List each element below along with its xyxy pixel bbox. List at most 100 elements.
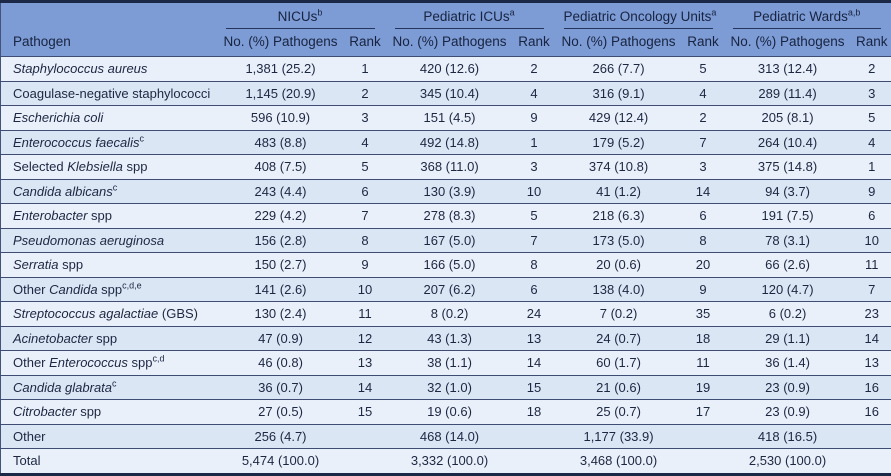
- rank-cell: 7: [684, 130, 723, 155]
- count-cell: 368 (11.0): [385, 155, 515, 180]
- rank-cell: 15: [515, 375, 554, 400]
- count-cell: 27 (0.5): [216, 400, 346, 425]
- count-cell: 492 (14.8): [385, 130, 515, 155]
- rank-cell: [853, 424, 891, 449]
- count-cell: 19 (0.6): [385, 400, 515, 425]
- count-cell: 66 (2.6): [723, 253, 853, 278]
- oncology-rank-header: Rank: [684, 29, 723, 57]
- count-cell: 156 (2.8): [216, 228, 346, 253]
- nicus-rank-header: Rank: [346, 29, 385, 57]
- pathogen-cell: Acinetobacter spp: [1, 326, 216, 351]
- count-cell: 243 (4.4): [216, 179, 346, 204]
- count-cell: 418 (16.5): [723, 424, 853, 449]
- rank-cell: 6: [346, 179, 385, 204]
- rank-cell: [684, 449, 723, 475]
- count-cell: 264 (10.4): [723, 130, 853, 155]
- group-label: Pediatric Oncology Units: [564, 9, 712, 24]
- footnote-marker: c,d,e: [122, 280, 142, 290]
- footnote-marker: a: [510, 8, 515, 18]
- rank-cell: 9: [853, 179, 891, 204]
- pathogen-cell: Other: [1, 424, 216, 449]
- rank-cell: 3: [515, 155, 554, 180]
- count-cell: 21 (0.6): [554, 375, 684, 400]
- rank-cell: 3: [853, 81, 891, 106]
- rank-cell: 9: [684, 277, 723, 302]
- count-cell: 420 (12.6): [385, 57, 515, 82]
- count-cell: 1,145 (20.9): [216, 81, 346, 106]
- rank-cell: 5: [346, 155, 385, 180]
- count-cell: 483 (8.8): [216, 130, 346, 155]
- pathogen-cell: Other Enterococcus sppc,d: [1, 351, 216, 376]
- rank-cell: 5: [515, 204, 554, 229]
- footnote-marker: c: [112, 378, 117, 388]
- count-cell: 141 (2.6): [216, 277, 346, 302]
- pathogen-cell: Enterobacter spp: [1, 204, 216, 229]
- rank-cell: 23: [853, 302, 891, 327]
- rank-cell: 1: [515, 130, 554, 155]
- rank-cell: 1: [346, 57, 385, 82]
- rank-cell: 5: [684, 57, 723, 82]
- rank-cell: 2: [346, 81, 385, 106]
- count-cell: 207 (6.2): [385, 277, 515, 302]
- rank-cell: 6: [515, 277, 554, 302]
- pathogen-cell: Candida glabratac: [1, 375, 216, 400]
- group-label: NICUs: [278, 9, 318, 24]
- count-cell: 278 (8.3): [385, 204, 515, 229]
- count-cell: 23 (0.9): [723, 400, 853, 425]
- rank-cell: [515, 424, 554, 449]
- group-label: Pediatric ICUs: [423, 9, 509, 24]
- count-cell: 468 (14.0): [385, 424, 515, 449]
- rank-cell: 11: [684, 351, 723, 376]
- rank-cell: 5: [853, 106, 891, 131]
- oncology-value-header: No. (%) Pathogens: [554, 29, 684, 57]
- rank-cell: 18: [515, 400, 554, 425]
- count-cell: 32 (1.0): [385, 375, 515, 400]
- group-header-nicus: NICUsb: [216, 2, 385, 30]
- rank-cell: 20: [684, 253, 723, 278]
- rank-cell: 6: [684, 204, 723, 229]
- rank-cell: 9: [346, 253, 385, 278]
- count-cell: 229 (4.2): [216, 204, 346, 229]
- rank-cell: 11: [346, 302, 385, 327]
- rank-cell: 1: [853, 155, 891, 180]
- group-label: Pediatric Wards: [753, 9, 848, 24]
- pathogen-cell: Pseudomonas aeruginosa: [1, 228, 216, 253]
- count-cell: 47 (0.9): [216, 326, 346, 351]
- count-cell: 38 (1.1): [385, 351, 515, 376]
- pathogen-cell: Staphylococcus aureus: [1, 57, 216, 82]
- count-cell: 3,332 (100.0): [385, 449, 515, 475]
- count-cell: 167 (5.0): [385, 228, 515, 253]
- rank-cell: 14: [684, 179, 723, 204]
- count-cell: 205 (8.1): [723, 106, 853, 131]
- rank-cell: 8: [346, 228, 385, 253]
- count-cell: 78 (3.1): [723, 228, 853, 253]
- count-cell: 5,474 (100.0): [216, 449, 346, 475]
- count-cell: 316 (9.1): [554, 81, 684, 106]
- picus-rank-header: Rank: [515, 29, 554, 57]
- pathogen-cell: Serratia spp: [1, 253, 216, 278]
- count-cell: 130 (3.9): [385, 179, 515, 204]
- footnote-marker: c: [113, 182, 118, 192]
- footnote-marker: b: [317, 8, 322, 18]
- rank-cell: 4: [684, 81, 723, 106]
- count-cell: 266 (7.7): [554, 57, 684, 82]
- pathogen-cell: Candida albicansc: [1, 179, 216, 204]
- rank-cell: 4: [515, 81, 554, 106]
- rank-cell: 8: [515, 253, 554, 278]
- pathogen-cell: Coagulase-negative staphylococci: [1, 81, 216, 106]
- pathogen-cell: Enterococcus faecalisc: [1, 130, 216, 155]
- rank-cell: [684, 424, 723, 449]
- count-cell: 23 (0.9): [723, 375, 853, 400]
- pathogen-cell: Selected Klebsiella spp: [1, 155, 216, 180]
